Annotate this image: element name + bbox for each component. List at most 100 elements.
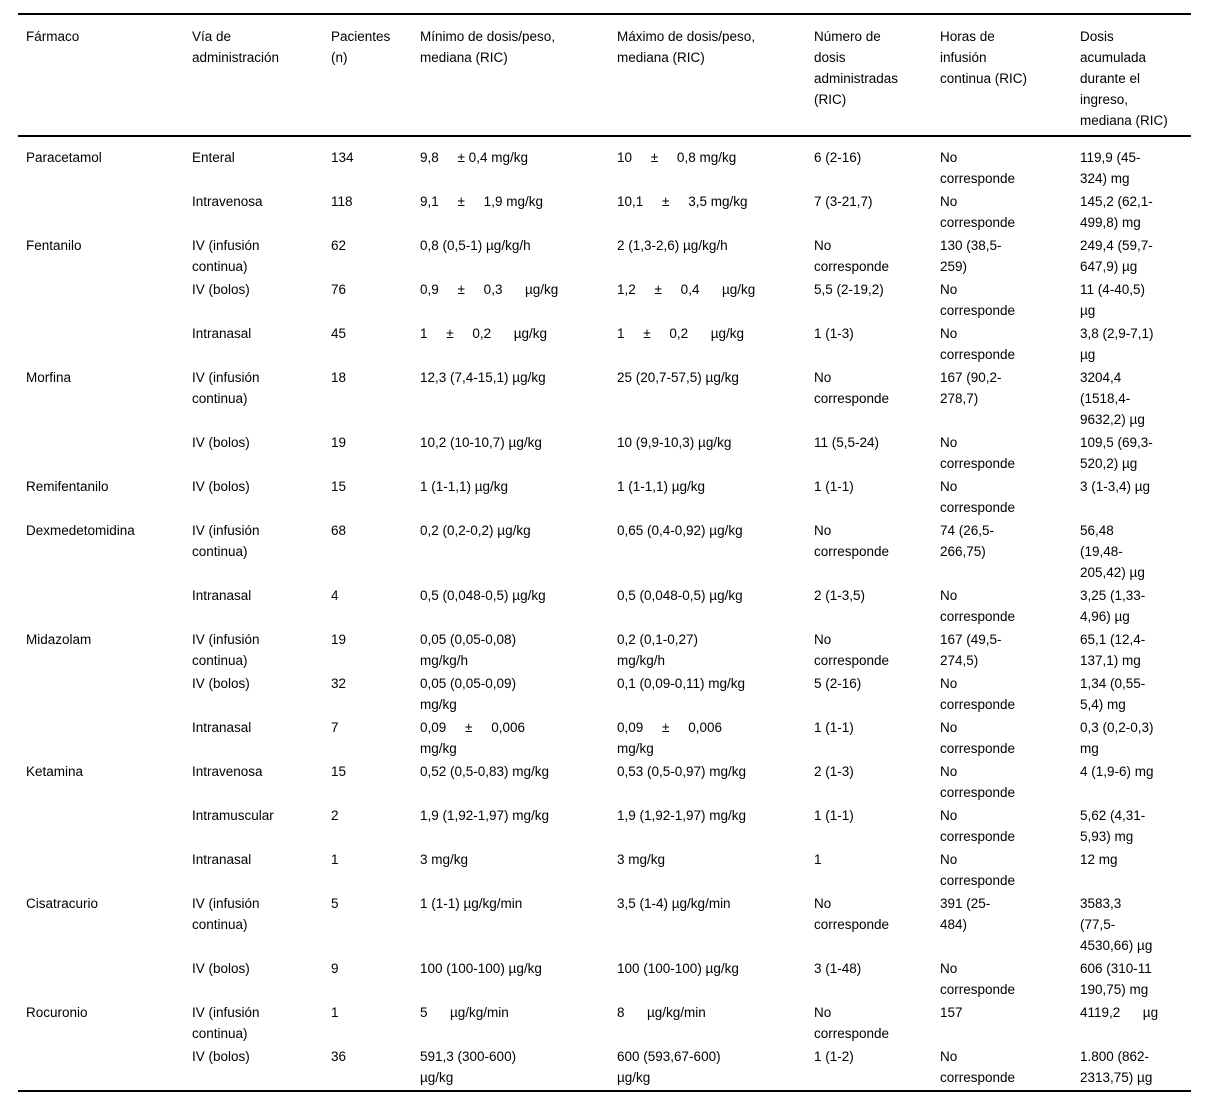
cell-via: Enteral [192, 150, 235, 165]
table-row: Ketamina Intravenosa 15 0,52 (0,5-0,83) mg/… [18, 761, 1191, 805]
cell-numero-dosis: 5,5 (2-19,2) [814, 282, 884, 297]
cell-via: Intranasal [192, 720, 252, 735]
cell-minimo: 100 (100-100) µg/kg [420, 961, 542, 976]
cell-farmaco: Morfina [26, 370, 72, 385]
cell-dosis-acumulada: 4 (1,9-6) mg [1080, 764, 1154, 779]
cell-pacientes: 1 [331, 852, 339, 867]
table-row: IV (bolos) 19 10,2 (10-10,7) µg/kg 10 (9,9-… [18, 432, 1191, 476]
cell-dosis-acumulada: 3,25 (1,33- 4,96) µg [1080, 588, 1146, 624]
cell-via: IV (infusión continua) [192, 370, 260, 406]
cell-pacientes: 18 [331, 370, 347, 385]
table-row: Intranasal 1 3 mg/kg 3 mg/kg 1 No corresponde… [18, 849, 1191, 893]
cell-minimo: 3 mg/kg [420, 852, 469, 867]
cell-maximo: 3,5 (1-4) µg/kg/min [617, 896, 731, 911]
cell-pacientes: 1 [331, 1005, 339, 1020]
table-row: IV (bolos) 36 591,3 (300-600) µg/kg 600 (59… [18, 1046, 1191, 1091]
table-row: IV (bolos) 76 0,9 ± 0,3 µg/kg 1,2 ± 0,4 µg/… [18, 279, 1191, 323]
cell-via: IV (infusión continua) [192, 896, 260, 932]
cell-maximo: 0,65 (0,4-0,92) µg/kg [617, 523, 743, 538]
cell-horas-infusion: 157 [940, 1005, 963, 1020]
cell-pacientes: 7 [331, 720, 339, 735]
table-row: Rocuronio IV (infusión continua) 1 5 µg/kg/… [18, 1002, 1191, 1046]
cell-pacientes: 134 [331, 150, 354, 165]
cell-numero-dosis: No corresponde [814, 523, 890, 559]
cell-maximo: 10 (9,9-10,3) µg/kg [617, 435, 732, 450]
table-container: Fármaco Vía de administración Pacientes … [18, 13, 1191, 1092]
cell-pacientes: 5 [331, 896, 339, 911]
header-numero-dosis: Número de dosis administradas (RIC) [814, 14, 940, 137]
cell-farmaco: Rocuronio [26, 1005, 88, 1020]
cell-farmaco [18, 323, 192, 367]
cell-horas-infusion: No corresponde [940, 194, 1016, 230]
cell-pacientes: 62 [331, 238, 347, 253]
cell-minimo: 591,3 (300-600) µg/kg [420, 1049, 517, 1085]
cell-dosis-acumulada: 3 (1-3,4) µg [1080, 479, 1151, 494]
cell-minimo: 12,3 (7,4-15,1) µg/kg [420, 370, 546, 385]
cell-maximo: 1 ± 0,2 µg/kg [617, 326, 744, 341]
cell-via: IV (infusión continua) [192, 632, 260, 668]
cell-farmaco: Dexmedetomidina [26, 523, 135, 538]
cell-numero-dosis: 1 (1-1) [814, 808, 854, 823]
table-row: Morfina IV (infusión continua) 18 12,3 (7,4… [18, 367, 1191, 432]
cell-numero-dosis: No corresponde [814, 370, 890, 406]
table-row: IV (bolos) 9 100 (100-100) µg/kg 100 (100-1… [18, 958, 1191, 1002]
header-pacientes: Pacientes (n) [331, 14, 420, 137]
cell-minimo: 0,09 ± 0,006 mg/kg [420, 720, 525, 756]
table-row: Remifentanilo IV (bolos) 15 1 (1-1,1) µg/kg… [18, 476, 1191, 520]
cell-dosis-acumulada: 3,8 (2,9-7,1) µg [1080, 326, 1154, 362]
cell-farmaco [18, 805, 192, 849]
cell-pacientes: 118 [331, 194, 353, 209]
cell-pacientes: 32 [331, 676, 347, 691]
cell-via: IV (bolos) [192, 961, 250, 976]
table-row: Cisatracurio IV (infusión continua) 5 1 (1-… [18, 893, 1191, 958]
cell-farmaco [18, 849, 192, 893]
table-row: Fentanilo IV (infusión continua) 62 0,8 (0,… [18, 235, 1191, 279]
table-body: Paracetamol Enteral 134 9,8 ± 0,4 mg/kg 10 ±… [18, 136, 1191, 1091]
cell-minimo: 5 µg/kg/min [420, 1005, 509, 1020]
cell-minimo: 1 ± 0,2 µg/kg [420, 326, 547, 341]
cell-via: Intranasal [192, 852, 252, 867]
cell-farmaco: Ketamina [26, 764, 84, 779]
cell-horas-infusion: No corresponde [940, 282, 1016, 318]
cell-maximo: 0,53 (0,5-0,97) mg/kg [617, 764, 747, 779]
cell-dosis-acumulada: 1,34 (0,55- 5,4) mg [1080, 676, 1146, 712]
cell-minimo: 0,52 (0,5-0,83) mg/kg [420, 764, 550, 779]
cell-farmaco: Paracetamol [26, 150, 102, 165]
cell-dosis-acumulada: 3204,4 (1518,4- 9632,2) µg [1080, 370, 1145, 427]
cell-dosis-acumulada: 0,3 (0,2-0,3) mg [1080, 720, 1154, 756]
table-row: Intravenosa 118 9,1 ± 1,9 mg/kg 10,1 ± 3,5 … [18, 191, 1191, 235]
cell-maximo: 8 µg/kg/min [617, 1005, 706, 1020]
cell-pacientes: 45 [331, 326, 347, 341]
header-minimo: Mínimo de dosis/peso, mediana (RIC) [420, 14, 617, 137]
cell-dosis-acumulada: 249,4 (59,7- 647,9) µg [1080, 238, 1153, 274]
cell-minimo: 9,1 ± 1,9 mg/kg [420, 194, 543, 209]
cell-farmaco [18, 958, 192, 1002]
cell-maximo: 600 (593,67-600) µg/kg [617, 1049, 721, 1085]
cell-numero-dosis: 1 (1-2) [814, 1049, 854, 1064]
cell-numero-dosis: No corresponde [814, 896, 890, 932]
cell-farmaco [18, 717, 192, 761]
cell-via: Intranasal [192, 588, 252, 603]
cell-via: Intramuscular [192, 808, 274, 823]
cell-pacientes: 15 [331, 764, 347, 779]
cell-via: Intravenosa [192, 764, 263, 779]
cell-numero-dosis: 3 (1-48) [814, 961, 862, 976]
cell-pacientes: 76 [331, 282, 347, 297]
cell-dosis-acumulada: 56,48 (19,48- 205,42) µg [1080, 523, 1145, 580]
cell-via: IV (bolos) [192, 435, 250, 450]
cell-numero-dosis: 5 (2-16) [814, 676, 862, 691]
table-row: Midazolam IV (infusión continua) 19 0,05 (0… [18, 629, 1191, 673]
cell-minimo: 10,2 (10-10,7) µg/kg [420, 435, 542, 450]
cell-maximo: 100 (100-100) µg/kg [617, 961, 739, 976]
cell-via: Intranasal [192, 326, 252, 341]
cell-dosis-acumulada: 12 mg [1080, 852, 1118, 867]
cell-maximo: 0,5 (0,048-0,5) µg/kg [617, 588, 743, 603]
header-row: Fármaco Vía de administración Pacientes … [18, 14, 1191, 137]
cell-farmaco: Midazolam [26, 632, 92, 647]
cell-minimo: 1 (1-1) µg/kg/min [420, 896, 523, 911]
cell-maximo: 0,1 (0,09-0,11) mg/kg [617, 676, 746, 691]
cell-horas-infusion: 130 (38,5- 259) [940, 238, 1002, 274]
cell-dosis-acumulada: 3583,3 (77,5- 4530,66) µg [1080, 896, 1153, 953]
cell-minimo: 0,2 (0,2-0,2) µg/kg [420, 523, 531, 538]
cell-numero-dosis: 6 (2-16) [814, 150, 862, 165]
